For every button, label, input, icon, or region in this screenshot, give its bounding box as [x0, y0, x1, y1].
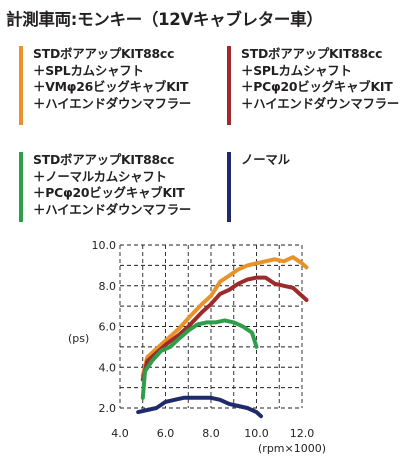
y-axis-label: (ps)	[68, 332, 89, 345]
series-line-4	[136, 395, 263, 419]
legend-line: ＋PCφ20ビッグキャブKIT	[33, 185, 185, 200]
series-line-2	[140, 275, 309, 382]
legend-line: ＋VMφ26ビッグキャブKIT	[33, 79, 189, 94]
x-tick-label: 8.0	[202, 427, 220, 440]
legend-entry-1: STDボアアップKIT88cc ＋SPLカムシャフト ＋VMφ26ビッグキャブK…	[19, 46, 191, 125]
power-curve-chart: 2.0 4.0 6.0 8.0 10.0 4.0 6.0 8.0 10.0 12.0 (ps) (…	[68, 239, 326, 455]
legend-line: ＋ハイエンドダウンマフラー	[33, 95, 192, 111]
legend-line: ＋SPLカムシャフト	[241, 62, 352, 78]
legend-entry-2: STDボアアップKIT88cc ＋SPLカムシャフト ＋PCφ20ビッグキャブK…	[227, 46, 399, 125]
legend-line: ＋PCφ20ビッグキャブKIT	[241, 79, 393, 94]
y-tick-label: 4.0	[99, 361, 117, 374]
x-tick-label: 12.0	[290, 427, 315, 440]
legend-line: ＋ハイエンドダウンマフラー	[241, 95, 400, 111]
chart-ticks: 2.0 4.0 6.0 8.0 10.0 4.0 6.0 8.0 10.0 12.0	[92, 239, 315, 440]
y-tick-label: 6.0	[99, 321, 117, 334]
x-axis-label: (rpm×1000)	[258, 442, 326, 455]
page-title: 計測車両:モンキー（12Vキャブレター車）	[6, 10, 323, 29]
legend-line: STDボアアップKIT88cc	[33, 152, 175, 167]
legend-line: ＋SPLカムシャフト	[33, 62, 144, 78]
chart-grid	[119, 244, 303, 409]
series-line-1	[140, 255, 309, 378]
chart-series	[136, 255, 309, 419]
legend-line: STDボアアップKIT88cc	[33, 46, 175, 61]
x-tick-label: 6.0	[157, 427, 175, 440]
legend-entry-3: STDボアアップKIT88cc ＋ノーマルカムシャフト ＋PCφ20ビッグキャブ…	[19, 152, 191, 222]
x-tick-label: 4.0	[111, 427, 129, 440]
legend-line: STDボアアップKIT88cc	[241, 46, 383, 61]
series-line-3	[140, 318, 259, 400]
x-tick-label: 10.0	[244, 427, 269, 440]
legend-line: ＋ノーマルカムシャフト	[33, 168, 167, 184]
y-tick-label: 10.0	[92, 239, 117, 252]
y-tick-label: 8.0	[99, 280, 117, 293]
legend-line: ＋ハイエンドダウンマフラー	[33, 201, 192, 217]
y-tick-label: 2.0	[99, 402, 117, 415]
legend-line: ノーマル	[241, 152, 290, 167]
legend-entry-4: ノーマル	[227, 152, 290, 222]
